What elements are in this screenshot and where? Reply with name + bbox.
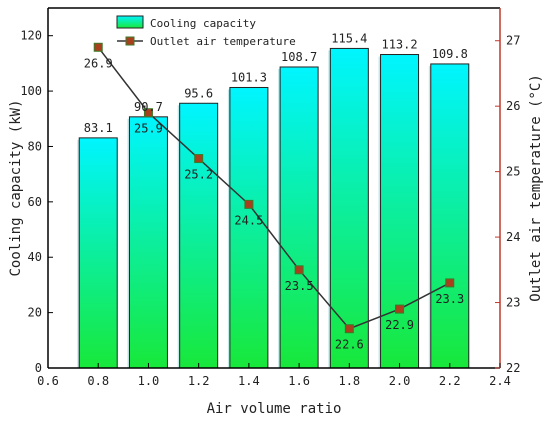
- temperature-value-label: 23.5: [285, 279, 314, 293]
- y-left-tick-label: 40: [28, 250, 42, 264]
- x-axis-title: Air volume ratio: [207, 401, 342, 417]
- y-right-axis-title: Outlet air temperature (°C): [528, 74, 544, 302]
- bar: [78, 137, 118, 369]
- y-left-tick-label: 120: [20, 29, 42, 43]
- x-tick-label: 0.6: [37, 374, 59, 388]
- bar-value-label: 83.1: [84, 121, 113, 135]
- bar: [329, 47, 369, 369]
- temperature-value-label: 25.2: [184, 168, 213, 182]
- legend-label-outlet-temperature: Outlet air temperature: [150, 35, 296, 48]
- bar-value-label: 113.2: [381, 38, 417, 52]
- bar: [179, 102, 219, 369]
- temperature-value-label: 25.9: [134, 122, 163, 136]
- legend: Cooling capacity Outlet air temperature: [116, 15, 296, 48]
- y-right-tick-label: 25: [506, 165, 520, 179]
- y-right-tick-label: 27: [506, 34, 520, 48]
- x-tick-label: 1.8: [338, 374, 360, 388]
- bars-layer: [77, 47, 470, 369]
- y-right-tick-label: 22: [506, 361, 520, 375]
- bar: [380, 54, 420, 369]
- y-left-tick-label: 0: [35, 361, 42, 375]
- legend-marker-swatch: [125, 36, 135, 46]
- bar: [279, 66, 319, 369]
- y-right-tick-label: 26: [506, 99, 520, 113]
- x-tick-label: 0.8: [87, 374, 109, 388]
- y-right-tick-label: 23: [506, 296, 520, 310]
- bar-value-label: 108.7: [281, 50, 317, 64]
- temperature-value-label: 22.6: [335, 338, 364, 352]
- bar-value-label: 115.4: [331, 31, 367, 45]
- temperature-point: [93, 42, 103, 52]
- x-tick-label: 1.0: [138, 374, 160, 388]
- x-tick-label: 2.0: [389, 374, 411, 388]
- axes-layer: 0.6 0.8 1.0 1.2 1.4 1.6 1.8 2.0 2.2 2.4 0 20 40 60 80 1…: [8, 7, 544, 417]
- x-tick-label: 1.6: [288, 374, 310, 388]
- temperature-point: [294, 265, 304, 275]
- y-left-tick-label: 20: [28, 306, 42, 320]
- bar-value-label: 90.7: [134, 100, 163, 114]
- y-left-tick-label: 80: [28, 139, 42, 153]
- legend-label-cooling-capacity: Cooling capacity: [150, 17, 256, 30]
- temperature-point: [244, 199, 254, 209]
- x-tick-label: 1.2: [188, 374, 210, 388]
- temperature-value-label: 26.9: [84, 56, 113, 70]
- temperature-value-label: 22.9: [385, 318, 414, 332]
- temperature-point: [445, 278, 455, 288]
- y-left-tick-label: 100: [20, 84, 42, 98]
- temperature-point: [395, 304, 405, 314]
- legend-bar-swatch: [116, 15, 144, 29]
- bar-value-label: 95.6: [184, 86, 213, 100]
- y-right-tick-label: 24: [506, 230, 520, 244]
- x-tick-label: 1.4: [238, 374, 260, 388]
- temperature-value-label: 24.5: [234, 213, 263, 227]
- data-labels-layer: 83.1 90.7 95.6 101.3 108.7 115.4 113.2 109.8 26.…: [84, 31, 468, 351]
- bar: [128, 116, 168, 369]
- x-tick-label: 2.2: [439, 374, 461, 388]
- bar: [229, 86, 269, 369]
- temperature-point: [194, 154, 204, 164]
- bar: [430, 63, 470, 369]
- temperature-point: [143, 108, 153, 118]
- bar-value-label: 101.3: [231, 70, 267, 84]
- temperature-point: [344, 324, 354, 334]
- temperature-value-label: 23.3: [435, 292, 464, 306]
- x-tick-label: 2.4: [489, 374, 511, 388]
- temperature-line: [97, 46, 451, 330]
- y-left-tick-label: 60: [28, 195, 42, 209]
- bar-value-label: 109.8: [432, 47, 468, 61]
- line-layer: [93, 42, 455, 334]
- y-left-axis-title: Cooling capacity (kW): [8, 99, 24, 276]
